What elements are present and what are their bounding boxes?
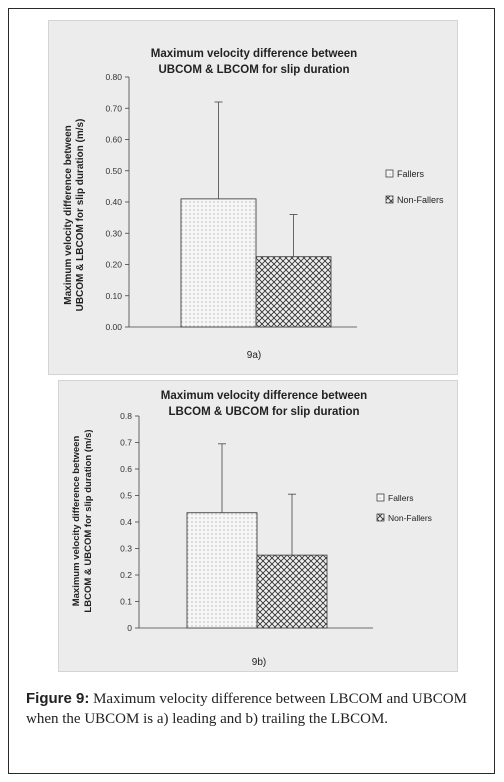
legend-label-fallers: Fallers xyxy=(397,169,425,179)
panel-label-9a: 9a) xyxy=(247,350,261,361)
chart-title-line-1: Maximum velocity difference between xyxy=(151,48,357,60)
legend-swatch-non-fallers xyxy=(385,195,394,204)
chart-panel-9a: Maximum velocity difference between UBCO… xyxy=(48,20,458,375)
chart-title-line-2: UBCOM & LBCOM for slip duration xyxy=(158,64,349,76)
bar-fallers xyxy=(186,512,258,629)
y-tick-label: 0.7 xyxy=(120,438,132,448)
y-axis-label-line-2: UBCOM & LBCOM for slip duration (m/s) xyxy=(75,119,86,312)
panel-label-9b: 9b) xyxy=(252,657,266,668)
y-tick-label: 0.5 xyxy=(120,491,132,501)
chart-title-line-1: Maximum velocity difference between xyxy=(161,390,367,402)
y-tick-label: 0.6 xyxy=(120,464,132,474)
y-tick-label: 0.1 xyxy=(120,597,132,607)
chart-9a: Maximum velocity difference between UBCO… xyxy=(63,48,444,361)
y-tick-label: 0.8 xyxy=(120,411,132,421)
bar-fallers xyxy=(180,198,257,328)
y-tick-label: 0.50 xyxy=(105,166,122,176)
chart-panel-9b: Maximum velocity difference between LBCO… xyxy=(58,380,458,672)
y-tick-label: 0.00 xyxy=(105,322,122,332)
legend-swatch-fallers xyxy=(385,169,394,178)
caption-label: Figure 9: xyxy=(26,690,90,707)
y-tick-label: 0.40 xyxy=(105,197,122,207)
bar-non-fallers xyxy=(256,554,328,629)
y-tick-label: 0.3 xyxy=(120,544,132,554)
y-tick-label: 0.2 xyxy=(120,570,132,580)
y-tick-label: 0.70 xyxy=(105,103,122,113)
caption-text: Maximum velocity difference between LBCO… xyxy=(26,691,467,727)
y-tick-label: 0.60 xyxy=(105,135,122,145)
legend-label-non-fallers: Non-Fallers xyxy=(397,195,444,205)
legend-label-fallers: Fallers xyxy=(388,493,414,503)
y-axis-label-line-2: LBCOM & UBCOM for slip duration (m/s) xyxy=(83,429,94,612)
chart-title-line-2: LBCOM & UBCOM for slip duration xyxy=(168,406,359,418)
legend-swatch-non-fallers xyxy=(376,513,385,522)
y-tick-label: 0.4 xyxy=(120,517,132,527)
y-tick-label: 0.30 xyxy=(105,228,122,238)
y-axis-label-line-1: Maximum velocity difference between xyxy=(71,436,82,607)
y-tick-label: 0.10 xyxy=(105,291,122,301)
y-tick-label: 0.20 xyxy=(105,260,122,270)
y-axis-label-line-1: Maximum velocity difference between xyxy=(63,125,74,305)
figure-caption: Figure 9: Maximum velocity difference be… xyxy=(26,689,486,729)
y-tick-label: 0.80 xyxy=(105,72,122,82)
legend-label-non-fallers: Non-Fallers xyxy=(388,513,432,523)
y-tick-label: 0 xyxy=(127,623,132,633)
legend-swatch-fallers xyxy=(376,493,385,502)
bar-non-fallers xyxy=(255,256,332,328)
chart-9b: Maximum velocity difference between LBCO… xyxy=(71,390,432,668)
